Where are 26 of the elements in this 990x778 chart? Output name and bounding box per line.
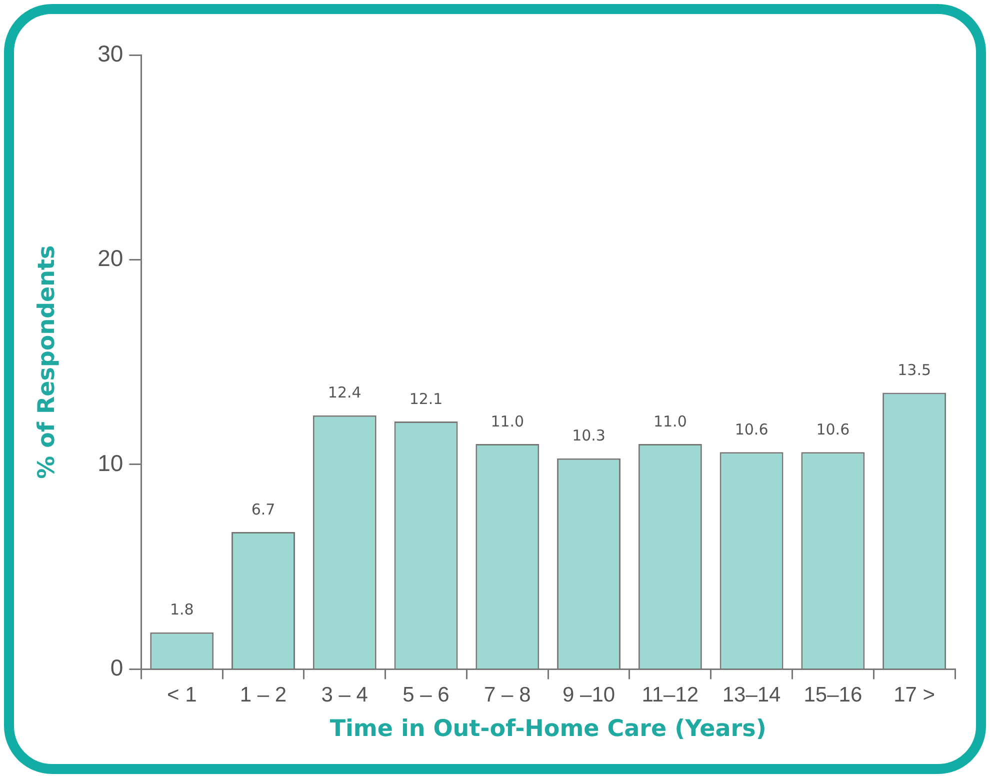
y-tick-label: 30 bbox=[98, 40, 124, 66]
x-tick-label: 17 > bbox=[894, 684, 936, 707]
x-tick-label: 7 – 8 bbox=[484, 684, 531, 707]
y-tick-label: 20 bbox=[98, 245, 124, 272]
data-label: 10.6 bbox=[816, 420, 850, 439]
x-tick-label: 15–16 bbox=[804, 684, 862, 707]
data-label: 1.8 bbox=[170, 600, 194, 619]
data-label: 11.0 bbox=[653, 412, 687, 430]
x-tick-label: 1 – 2 bbox=[240, 684, 287, 707]
y-tick-label: 10 bbox=[98, 450, 124, 476]
data-label: 12.1 bbox=[409, 390, 443, 408]
x-tick-label: 13–14 bbox=[722, 684, 782, 707]
data-label: 11.0 bbox=[490, 412, 524, 430]
x-axis-title: Time in Out-of-Home Care (Years) bbox=[330, 716, 766, 742]
y-tick-label: 0 bbox=[110, 654, 124, 681]
x-tick-label: < 1 bbox=[166, 684, 197, 707]
y-axis-title: % of Respondents bbox=[34, 245, 60, 479]
data-label: 10.3 bbox=[572, 426, 606, 445]
data-label: 6.7 bbox=[251, 500, 276, 518]
x-tick-label: 11–12 bbox=[642, 684, 699, 707]
data-label: 13.5 bbox=[898, 361, 932, 380]
x-tick-label: 9 –10 bbox=[562, 684, 616, 707]
x-tick-label: 3 – 4 bbox=[321, 684, 368, 707]
x-tick-label: 5 – 6 bbox=[402, 684, 450, 707]
data-label: 10.6 bbox=[734, 420, 768, 439]
data-label: 12.4 bbox=[328, 384, 362, 402]
